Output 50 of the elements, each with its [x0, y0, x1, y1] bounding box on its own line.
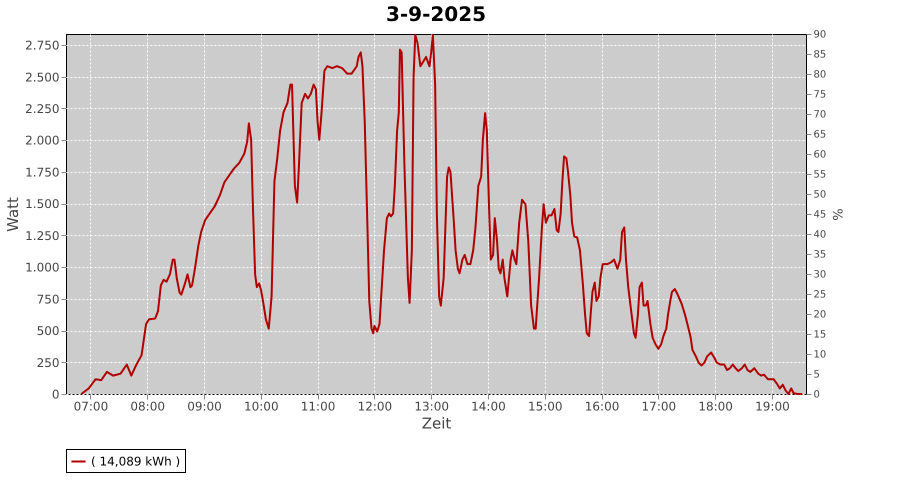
- y2-tick-label: 40: [814, 230, 826, 240]
- y2-tick-label: 45: [814, 210, 826, 220]
- x-tick-label: 16:00: [584, 400, 620, 414]
- x-tick-label: 10:00: [244, 400, 279, 414]
- y-tick-label: 1.750: [25, 165, 60, 180]
- x-tick-label: 12:00: [358, 400, 392, 414]
- x-tick-label: 08:00: [130, 400, 166, 414]
- x-axis-title: Zeit: [422, 414, 452, 432]
- y-tick-label: 2.500: [25, 70, 60, 84]
- x-tick-label: 17:00: [642, 400, 676, 414]
- y2-tick-label: 5: [814, 370, 820, 380]
- y2-tick-label: 25: [814, 290, 826, 300]
- y-tick-label: 2.750: [25, 38, 60, 53]
- y-tick-label: 250: [36, 356, 60, 370]
- y-tick-label: 750: [36, 292, 60, 306]
- x-tick-label: 11:00: [300, 400, 336, 414]
- y-tick-label: 1.250: [25, 228, 60, 243]
- x-tick-label: 09:00: [187, 400, 222, 414]
- y2-tick-label: 50: [814, 190, 826, 200]
- y2-tick-label: 55: [814, 170, 826, 180]
- y2-tick-label: 70: [814, 110, 826, 120]
- y2-axis-title: %: [829, 208, 844, 221]
- y2-tick-label: 10: [814, 350, 826, 360]
- legend-label: ( 14,089 kWh ): [91, 454, 180, 468]
- x-tick-label: 18:00: [698, 400, 733, 414]
- y-tick-label: 0: [52, 388, 60, 402]
- y2-tick-label: 30: [814, 270, 826, 280]
- x-tick-label: 19:00: [755, 400, 790, 414]
- y2-tick-label: 15: [814, 330, 826, 340]
- x-tick-label: 14:00: [471, 400, 506, 414]
- y2-tick-label: 60: [814, 150, 826, 160]
- chart-title: 3-9-2025: [386, 2, 486, 26]
- y2-tick-label: 65: [814, 130, 826, 140]
- y2-tick-label: 85: [814, 50, 826, 60]
- y2-tick-label: 0: [814, 390, 820, 400]
- x-tick-label: 07:00: [74, 400, 108, 414]
- y2-tick-label: 90: [814, 30, 826, 40]
- x-tick-label: 13:00: [414, 400, 449, 414]
- y2-tick-label: 20: [814, 310, 826, 320]
- y2-tick-label: 75: [814, 90, 826, 100]
- y-tick-label: 1.000: [25, 260, 60, 275]
- x-tick-label: 15:00: [528, 400, 563, 414]
- y2-tick-label: 35: [814, 250, 826, 260]
- y-tick-label: 2.000: [25, 134, 60, 148]
- y-axis-title: Watt: [4, 196, 22, 232]
- y-tick-label: 1.500: [25, 197, 60, 212]
- y2-tick-label: 80: [814, 70, 826, 80]
- y-tick-label: 500: [36, 324, 60, 338]
- line-series: [80, 34, 804, 395]
- y-tick-label: 2.250: [25, 102, 60, 116]
